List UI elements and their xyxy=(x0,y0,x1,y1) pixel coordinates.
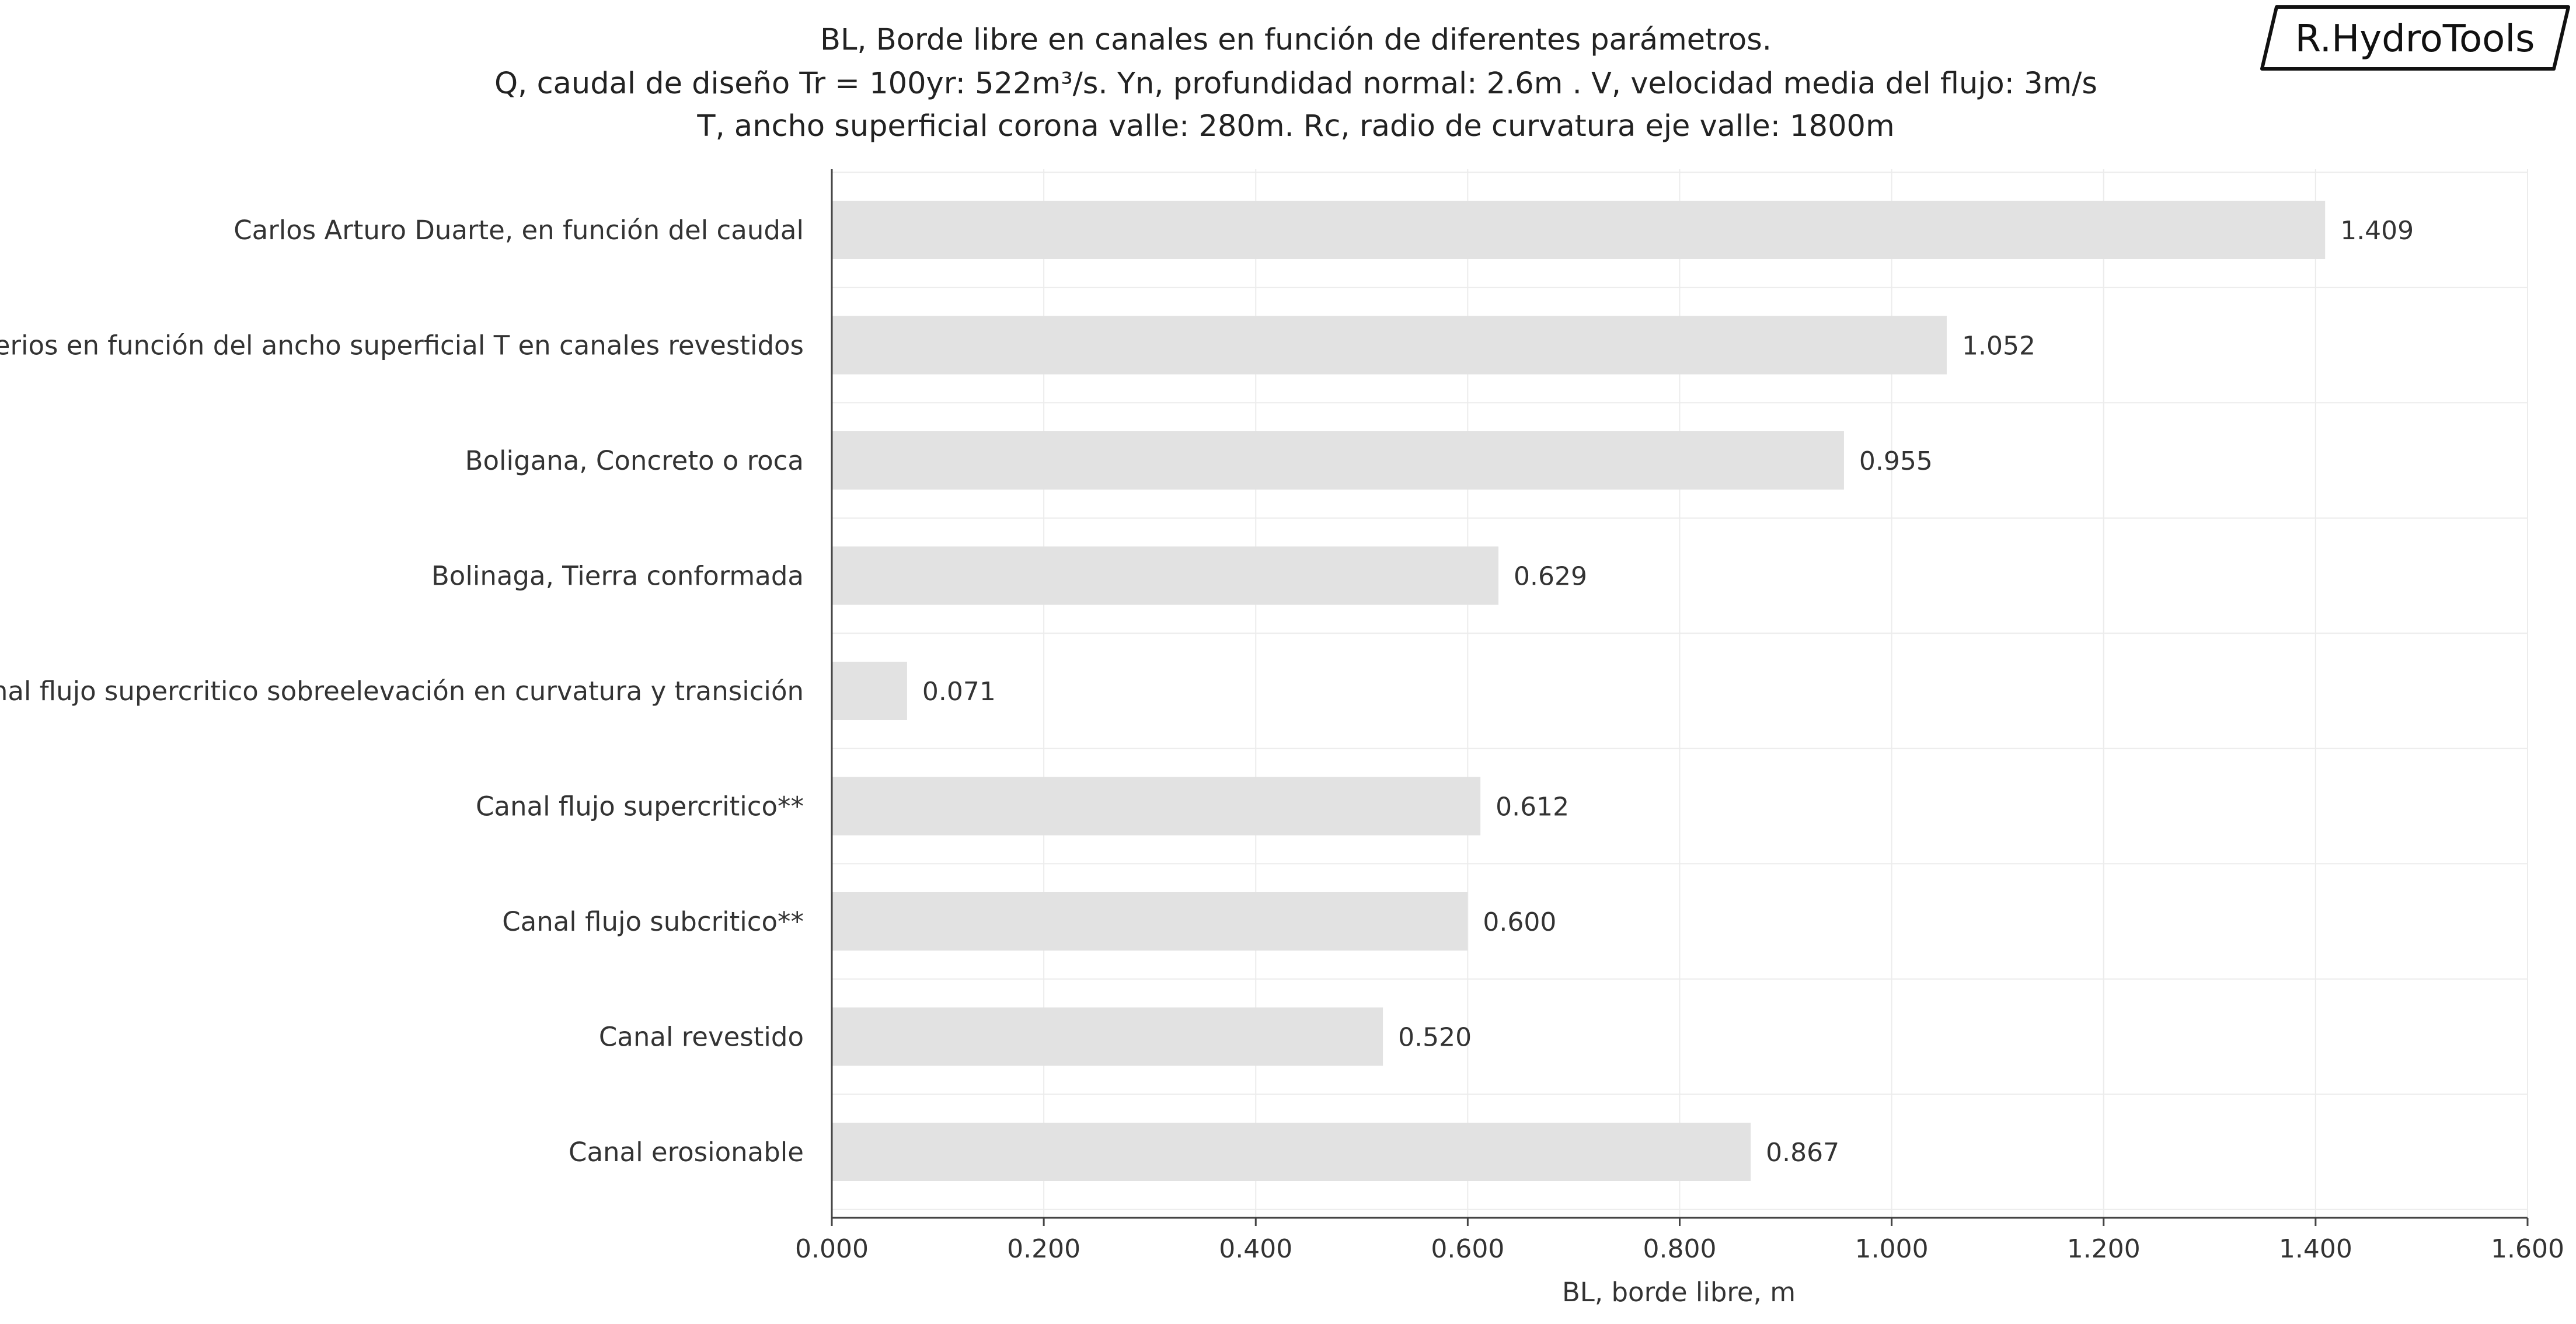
chart-title-line-3: T, ancho superficial corona valle: 280m.… xyxy=(696,109,1894,144)
bar xyxy=(832,316,1947,375)
bar xyxy=(832,892,1468,951)
category-label: Bolinaga, Tierra conformada xyxy=(431,561,804,592)
bar xyxy=(832,1123,1751,1181)
data-label: 0.629 xyxy=(1514,562,1587,592)
bar xyxy=(832,546,1499,605)
brand-logo: R.HydroTools xyxy=(2260,5,2570,71)
data-label: 1.052 xyxy=(1962,331,2035,361)
x-tick-label: 0.200 xyxy=(1007,1234,1080,1264)
category-label: Canal revestido xyxy=(599,1022,804,1053)
x-tick-label: 1.600 xyxy=(2491,1234,2564,1264)
bar xyxy=(832,662,907,720)
x-tick-label: 0.600 xyxy=(1431,1234,1504,1264)
data-label: 0.867 xyxy=(1766,1138,1839,1168)
x-axis-label: BL, borde libre, m xyxy=(1562,1277,1796,1308)
logo-badge-frame xyxy=(2260,5,2570,71)
x-tick-label: 1.200 xyxy=(2067,1234,2141,1264)
gridlines xyxy=(831,169,2528,1218)
bar xyxy=(832,1007,1383,1066)
bars xyxy=(832,201,2326,1181)
chart-title-line-1: BL, Borde libre en canales en función de… xyxy=(820,23,1772,57)
x-tick-label: 1.400 xyxy=(2279,1234,2352,1264)
x-tick-label: 0.800 xyxy=(1643,1234,1717,1264)
chart-title: BL, Borde libre en canales en función de… xyxy=(494,23,2097,144)
category-label: Canal erosionable xyxy=(569,1137,804,1168)
data-label: 0.955 xyxy=(1859,446,1933,476)
category-label: Criterios en función del ancho superfici… xyxy=(0,330,804,361)
value-labels: 1.409 1.052 0.955 0.629 0.071 0.612 0.600 0.520… xyxy=(922,216,2414,1168)
data-label: 0.071 xyxy=(922,677,996,707)
category-label: Canal flujo supercritico** xyxy=(476,791,804,822)
x-ticks: 0.000 0.200 0.400 0.600 0.800 1.000 1.200 1.400… xyxy=(795,1218,2564,1264)
data-label: 0.612 xyxy=(1496,792,1569,822)
bar xyxy=(832,201,2326,259)
data-label: 1.409 xyxy=(2340,216,2414,246)
data-label: 0.520 xyxy=(1398,1023,1472,1053)
category-label: Canal flujo subcritico** xyxy=(502,906,804,937)
x-tick-label: 1.000 xyxy=(1855,1234,1929,1264)
x-tick-label: 0.000 xyxy=(795,1234,869,1264)
logo-text: R.HydroTools xyxy=(2295,18,2535,61)
data-label: 0.600 xyxy=(1483,907,1556,937)
bar xyxy=(832,777,1481,836)
category-labels: Carlos Arturo Duarte, en función del cau… xyxy=(0,215,804,1168)
category-label: Carlos Arturo Duarte, en función del cau… xyxy=(233,215,804,246)
category-label: Boligana, Concreto o roca xyxy=(465,445,804,476)
bar xyxy=(832,431,1844,490)
category-label: Canal flujo supercritico sobreelevación … xyxy=(0,676,804,707)
chart-title-line-2: Q, caudal de diseño Tr = 100yr: 522m³/s.… xyxy=(494,67,2097,101)
x-tick-label: 0.400 xyxy=(1219,1234,1292,1264)
